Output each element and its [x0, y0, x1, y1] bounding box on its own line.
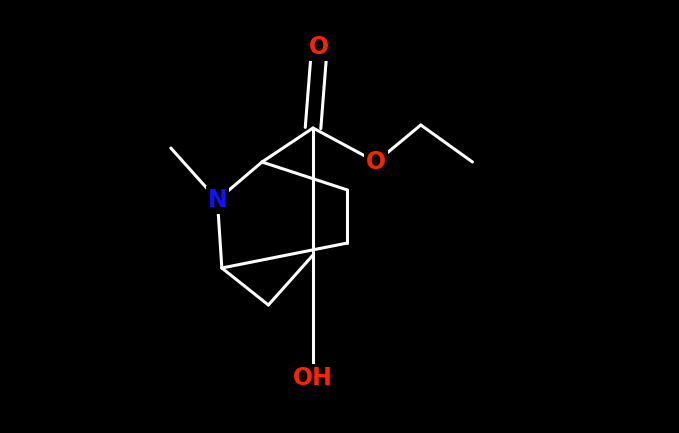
Text: O: O: [366, 150, 386, 174]
Text: N: N: [208, 188, 227, 212]
Text: O: O: [310, 35, 329, 59]
Text: OH: OH: [293, 366, 333, 390]
